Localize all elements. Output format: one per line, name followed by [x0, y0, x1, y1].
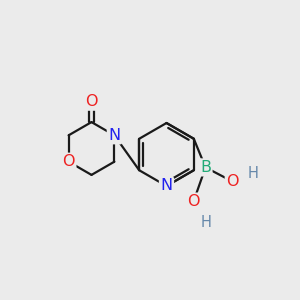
- Text: N: N: [160, 178, 172, 194]
- Text: N: N: [108, 128, 120, 143]
- Text: H: H: [201, 215, 212, 230]
- Text: O: O: [62, 154, 75, 169]
- Text: H: H: [247, 166, 258, 181]
- Text: O: O: [226, 174, 239, 189]
- Text: B: B: [200, 160, 211, 175]
- Text: O: O: [85, 94, 98, 109]
- Text: O: O: [187, 194, 200, 209]
